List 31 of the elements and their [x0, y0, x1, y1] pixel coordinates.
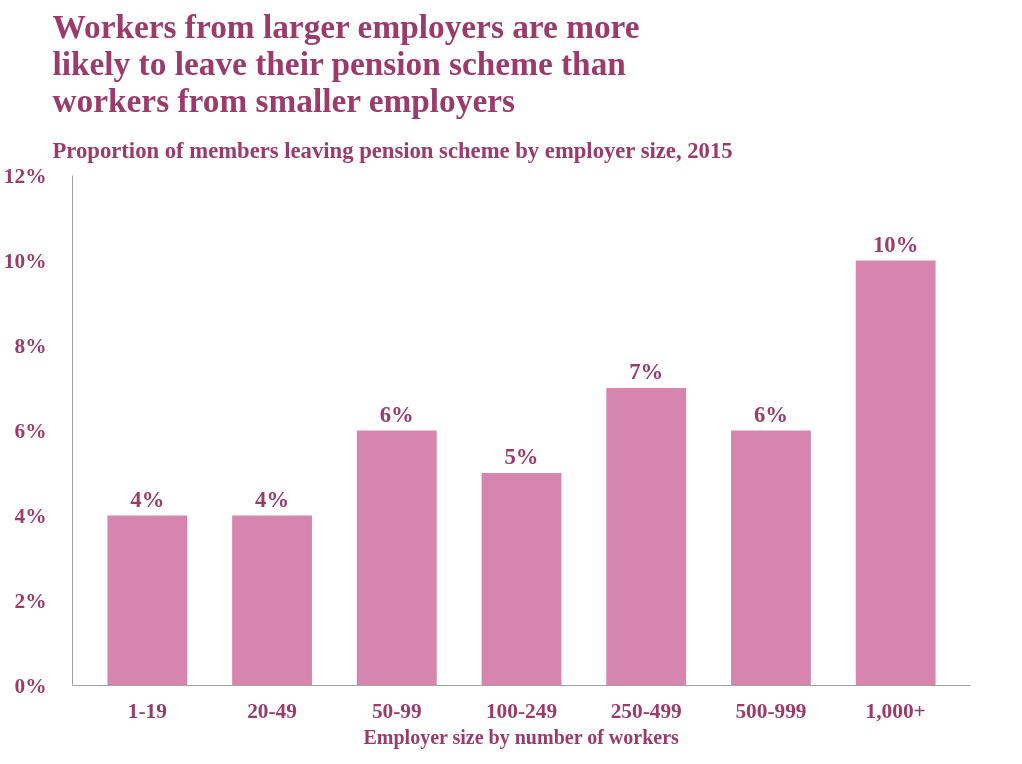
data-label: 5% [504, 444, 539, 469]
x-tick-label: 20-49 [247, 698, 297, 723]
chart-subtitle: Proportion of members leaving pension scheme by employer size, 2015 [52, 138, 733, 163]
y-tick-label: 12% [3, 163, 47, 188]
bar [232, 515, 312, 686]
data-label: 6% [379, 401, 414, 427]
bar [481, 473, 562, 686]
data-label: 4% [130, 486, 165, 512]
x-tick-label: 250-499 [610, 698, 682, 723]
x-tick-label: 500-999 [735, 698, 807, 723]
x-tick-label: 1-19 [127, 698, 167, 723]
data-label: 7% [629, 359, 664, 384]
y-tick-label: 4% [14, 503, 47, 528]
bar [731, 430, 811, 686]
y-tick-label: 6% [14, 418, 47, 443]
y-tick-label: 0% [14, 673, 47, 698]
bar [107, 515, 188, 686]
x-axis-title: Employer size by number of workers [363, 725, 680, 749]
y-tick-label: 8% [14, 333, 47, 358]
bar [356, 430, 437, 686]
x-tick-label: 1,000+ [865, 698, 926, 723]
x-tick-label: 100-249 [485, 698, 558, 723]
y-tick-label: 2% [14, 588, 47, 613]
data-label: 4% [255, 486, 290, 512]
y-tick-label: 10% [3, 248, 47, 273]
x-tick-label: 50-99 [371, 698, 422, 723]
data-label: 10% [873, 231, 919, 257]
bar [855, 260, 936, 686]
data-label: 6% [753, 401, 788, 427]
chart-title: Workers from larger employers are more likely to leave their pension scheme than workers from smaller employers [52, 7, 640, 119]
bar [606, 388, 687, 686]
